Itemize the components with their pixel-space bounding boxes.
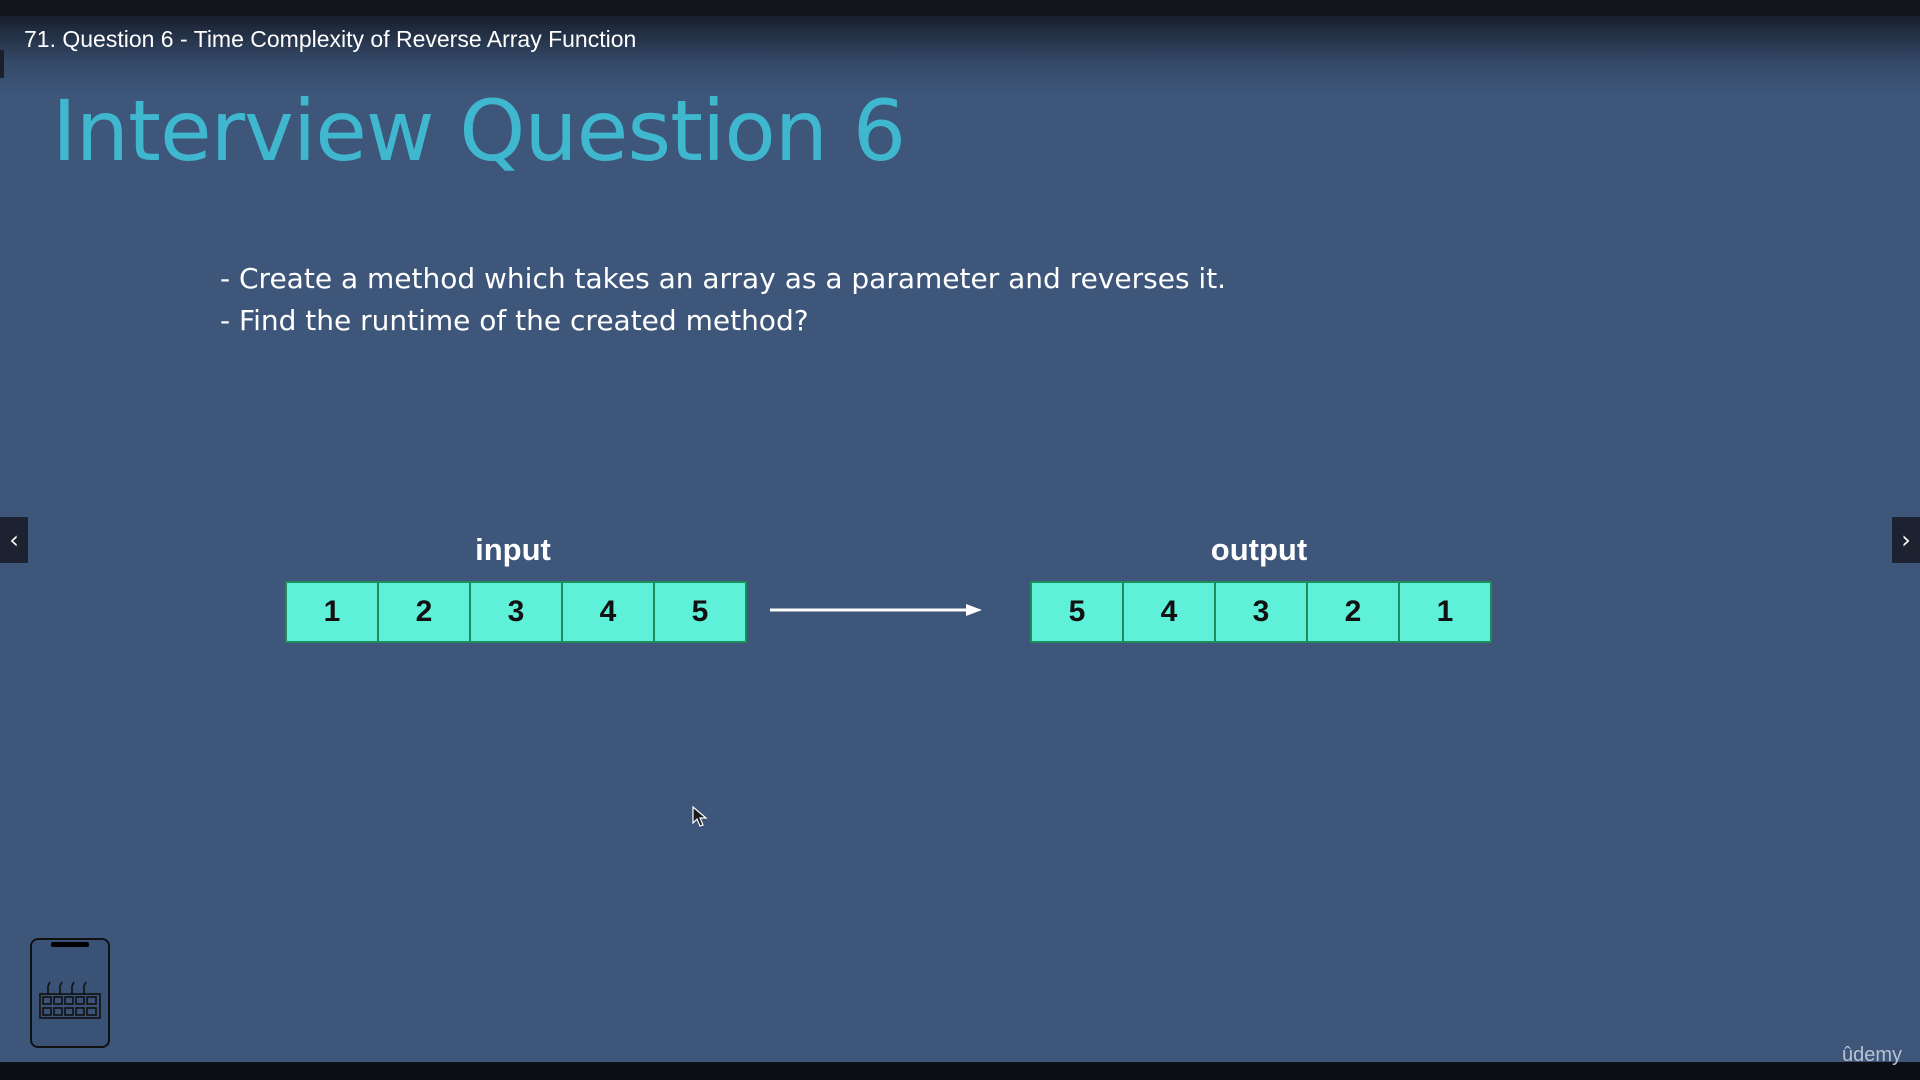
- input-label: input: [475, 532, 551, 567]
- input-cell: 5: [655, 583, 745, 641]
- left-marker: [0, 50, 4, 78]
- top-bar: [0, 0, 1920, 16]
- output-cell: 4: [1124, 583, 1216, 641]
- input-array: 1 2 3 4 5: [285, 581, 747, 643]
- chevron-right-icon: ›: [1901, 526, 1911, 554]
- keyboard-icon: [39, 981, 101, 1019]
- output-array: 5 4 3 2 1: [1030, 581, 1492, 643]
- output-cell: 2: [1308, 583, 1400, 641]
- arrow-right-icon: [770, 604, 982, 616]
- previous-lecture-button[interactable]: ‹: [0, 517, 28, 563]
- input-cell: 1: [287, 583, 379, 641]
- input-cell: 2: [379, 583, 471, 641]
- bullet-list: - Create a method which takes an array a…: [220, 258, 1226, 342]
- slide-heading: Interview Question 6: [52, 82, 906, 180]
- device-notch: [51, 942, 89, 947]
- output-cell: 5: [1032, 583, 1124, 641]
- bottom-bar: [0, 1062, 1920, 1080]
- output-cell: 1: [1400, 583, 1490, 641]
- video-title: 71. Question 6 - Time Complexity of Reve…: [24, 26, 637, 52]
- input-cell: 4: [563, 583, 655, 641]
- bullet-item: - Create a method which takes an array a…: [220, 262, 1227, 295]
- output-label: output: [1210, 532, 1308, 567]
- input-cell: 3: [471, 583, 563, 641]
- bullet-item: - Find the runtime of the created method…: [220, 304, 809, 337]
- device-keyboard-icon: [30, 938, 110, 1048]
- next-lecture-button[interactable]: ›: [1892, 517, 1920, 563]
- udemy-watermark: ûdemy: [1842, 1044, 1903, 1066]
- title-band: [0, 16, 1920, 96]
- mouse-cursor-icon: [692, 806, 708, 827]
- chevron-left-icon: ‹: [9, 526, 19, 554]
- output-cell: 3: [1216, 583, 1308, 641]
